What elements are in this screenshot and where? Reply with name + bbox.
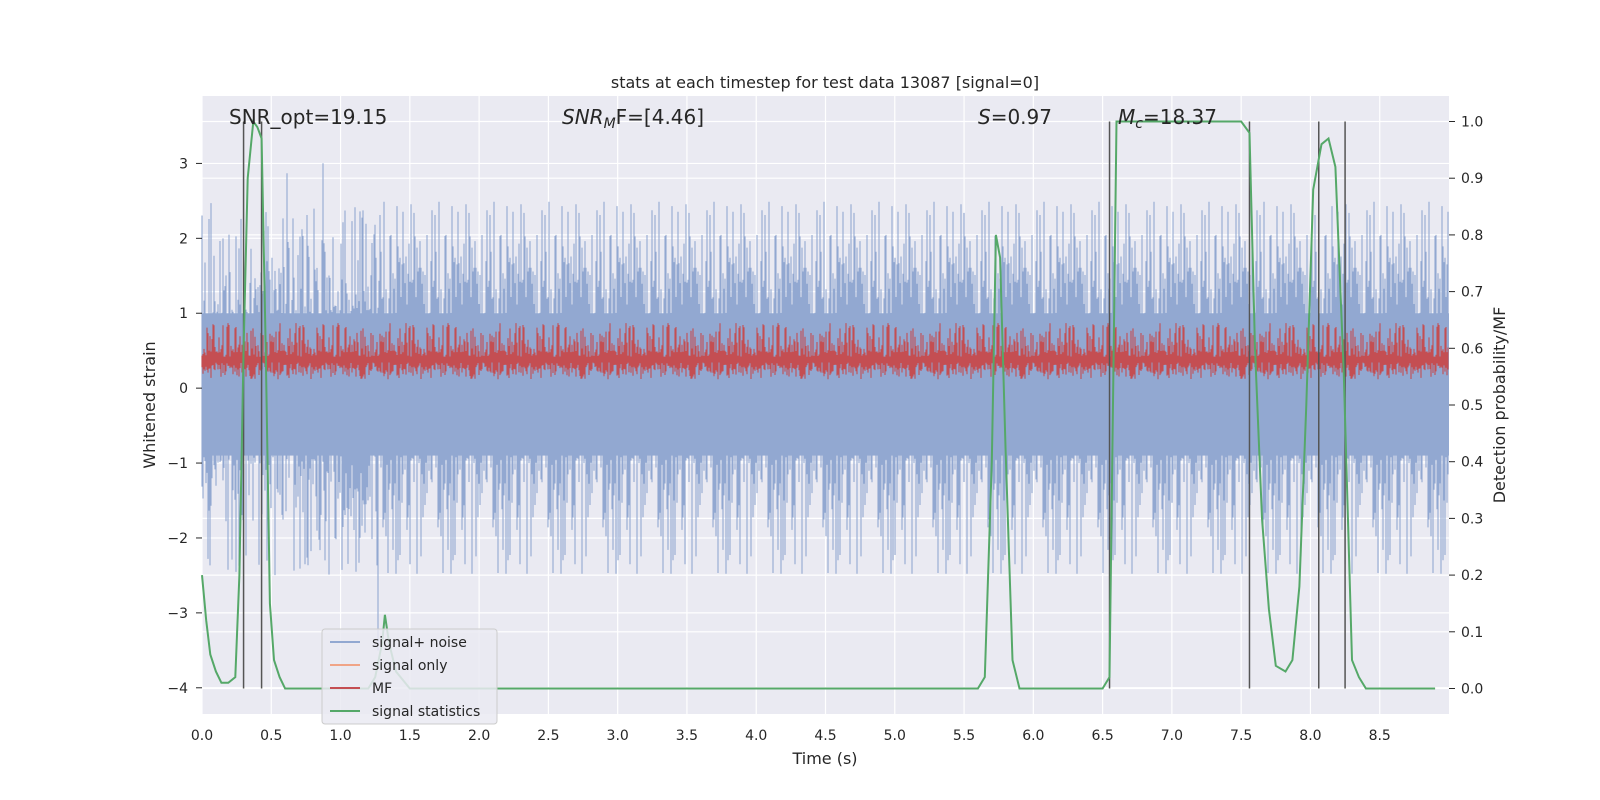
x-tick-label: 0.0 — [191, 728, 213, 744]
annotation-s: S=0.97 — [978, 105, 1052, 129]
x-tick-label: 2.0 — [468, 728, 490, 744]
x-tick-label: 6.5 — [1091, 728, 1113, 744]
y-tick-label: 0 — [179, 381, 188, 397]
y2-tick-label: 0.3 — [1461, 511, 1483, 527]
y2-tick-label: 0.0 — [1461, 681, 1483, 697]
annotation-mc: Mc=18.37 — [1118, 105, 1217, 132]
legend-box — [321, 628, 498, 725]
x-axis-label: Time (s) — [791, 749, 857, 768]
signal-statistics-line — [201, 118, 1436, 690]
legend-label: signal statistics — [372, 704, 480, 720]
x-tick-label: 8.0 — [1299, 728, 1321, 744]
x-tick-label: 1.0 — [329, 728, 351, 744]
x-tick-label: 3.0 — [607, 728, 629, 744]
y2-tick-label: 0.8 — [1461, 228, 1483, 244]
y2-axis-ticks: 1.0 0.9 0.8 0.7 0.6 0.5 0.4 0.3 0.2 0.1 0.0 — [1449, 115, 1483, 697]
x-tick-label: 3.5 — [676, 728, 698, 744]
x-tick-label: 2.5 — [537, 728, 559, 744]
noise-trace — [201, 163, 1449, 651]
mf-trace — [201, 323, 1449, 380]
y-axis-label: Whitened strain — [140, 341, 159, 468]
y-tick-label: −4 — [167, 681, 188, 697]
annotation-snr-opt: SNR_opt=19.15 — [229, 105, 387, 129]
y2-tick-label: 0.1 — [1461, 625, 1483, 641]
legend: signal+ noise signal only MF signal statist… — [321, 628, 498, 725]
y-tick-label: −1 — [167, 456, 188, 472]
y-tick-label: −2 — [167, 531, 188, 547]
y2-tick-label: 0.9 — [1461, 171, 1483, 187]
y-tick-label: 2 — [179, 231, 188, 247]
x-tick-label: 7.5 — [1230, 728, 1252, 744]
x-tick-label: 4.5 — [814, 728, 836, 744]
legend-label: MF — [372, 681, 392, 697]
y2-tick-label: 0.5 — [1461, 398, 1483, 414]
legend-items: signal+ noise signal only MF signal statist… — [330, 635, 480, 720]
x-tick-label: 6.0 — [1022, 728, 1044, 744]
legend-label: signal+ noise — [372, 635, 467, 651]
x-axis-ticks: 0.0 0.5 1.0 1.5 2.0 2.5 3.0 3.5 4.0 4.5 5.0 5.5 6.0 6… — [191, 728, 1391, 744]
y-tick-label: 1 — [179, 306, 188, 322]
y2-tick-label: 0.2 — [1461, 568, 1483, 584]
legend-label: signal only — [372, 658, 447, 674]
x-tick-label: 1.5 — [399, 728, 421, 744]
x-tick-label: 7.0 — [1161, 728, 1183, 744]
y2-tick-label: 0.7 — [1461, 285, 1483, 301]
x-tick-label: 8.5 — [1369, 728, 1391, 744]
mf-band — [201, 323, 1449, 380]
y2-tick-label: 0.4 — [1461, 455, 1483, 471]
y2-tick-label: 1.0 — [1461, 115, 1483, 131]
annotation-snr-mf: SNRMF=[4.46] — [562, 105, 704, 132]
x-tick-label: 0.5 — [260, 728, 282, 744]
x-tick-label: 5.5 — [953, 728, 975, 744]
y-tick-label: −3 — [167, 606, 188, 622]
chart-title: stats at each timestep for test data 130… — [611, 73, 1039, 92]
signal-statistics-polyline — [201, 118, 1436, 690]
x-tick-label: 5.0 — [884, 728, 906, 744]
x-tick-label: 4.0 — [745, 728, 767, 744]
y-tick-label: 3 — [179, 156, 188, 172]
y2-tick-label: 0.6 — [1461, 341, 1483, 357]
y-axis-ticks: 3 2 1 0 −1 −2 −3 −4 — [167, 156, 202, 697]
y2-axis-label: Detection probability/MF — [1490, 307, 1509, 504]
